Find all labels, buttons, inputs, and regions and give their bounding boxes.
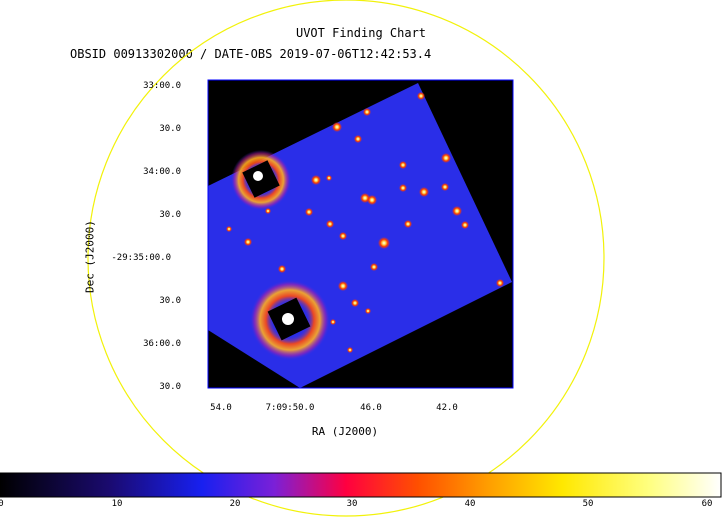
- dec-tick: 34:00.0: [143, 167, 181, 177]
- colorbar-tick: 30: [346, 499, 358, 509]
- chart-title: UVOT Finding Chart: [295, 26, 427, 40]
- ra-tick: 54.0: [210, 403, 232, 413]
- dec-tick: 30.0: [159, 210, 181, 220]
- dec-tick: 36:00.0: [143, 339, 181, 349]
- dec-tick: 30.0: [159, 124, 181, 134]
- ra-tick: 7:09:50.0: [265, 403, 315, 413]
- colorbar-tick: 60: [701, 499, 713, 509]
- colorbar-tick: 0: [0, 499, 4, 509]
- ra-axis-label: RA (J2000): [311, 425, 379, 438]
- ra-tick: 42.0: [436, 403, 458, 413]
- point-sources: [226, 92, 504, 353]
- observation-subtitle: OBSID 00913302000 / DATE-OBS 2019-07-06T…: [70, 47, 432, 61]
- dec-axis-label: Dec (J2000): [83, 220, 97, 293]
- bright-source: [253, 171, 263, 181]
- plot-frame: [207, 79, 514, 389]
- colorbar: [0, 472, 722, 498]
- dec-tick: 33:00.0: [143, 81, 181, 91]
- colorbar-tick: 50: [582, 499, 594, 509]
- colorbar-tick: 10: [111, 499, 123, 509]
- dec-tick: -29:35:00.0: [111, 253, 171, 263]
- colorbar-tick: 20: [229, 499, 241, 509]
- colorbar-tick: 40: [464, 499, 476, 509]
- dec-tick: 30.0: [159, 382, 181, 392]
- field-of-view-circle: [87, 0, 605, 517]
- ra-tick: 46.0: [360, 403, 382, 413]
- bright-source: [282, 313, 294, 325]
- dec-tick: 30.0: [159, 296, 181, 306]
